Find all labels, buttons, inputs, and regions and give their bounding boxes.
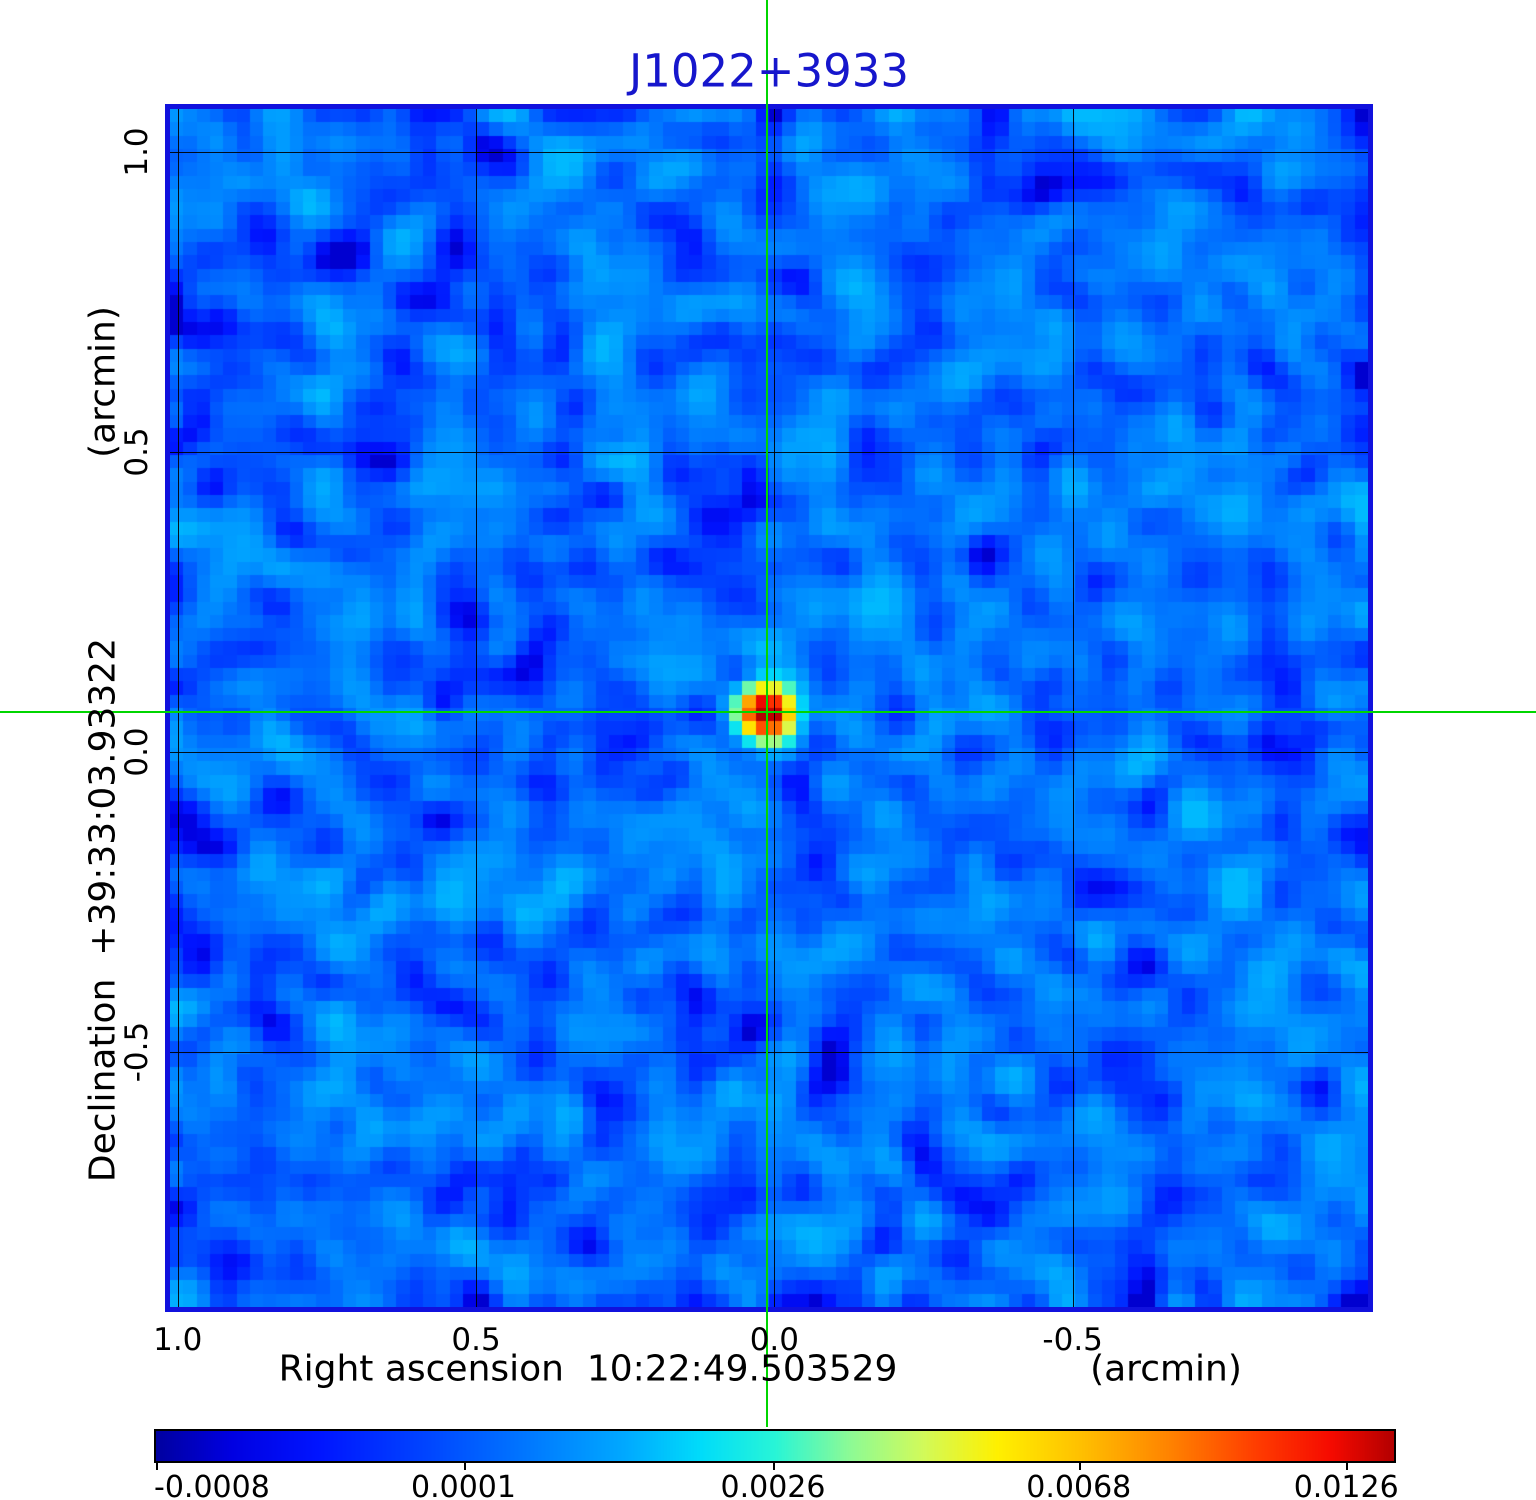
colorbar-tick-label: 0.0068 (1026, 1470, 1132, 1500)
colorbar-tick-label: 0.0026 (720, 1470, 826, 1500)
y-tick-label: 1.0 (119, 127, 155, 177)
colorbar-tick-label: -0.0008 (154, 1470, 270, 1500)
grid-layer (170, 109, 1368, 1307)
sky-map-plot-area (165, 104, 1373, 1312)
x-tick-label: 0.5 (451, 1322, 501, 1358)
grid-line-horizontal (170, 1052, 1368, 1054)
grid-line-vertical (178, 109, 180, 1307)
x-axis-unit-label: (arcmin) (1090, 1348, 1242, 1390)
y-tick-label: 0.0 (119, 727, 155, 777)
figure-title: J1022+3933 (628, 44, 910, 98)
colorbar-tick (1079, 1461, 1081, 1470)
y-tick-label: 0.5 (119, 427, 155, 477)
grid-line-vertical (774, 109, 776, 1307)
x-tick-label: 0.0 (749, 1322, 800, 1358)
grid-line-horizontal (170, 752, 1368, 754)
colorbar-tick (773, 1461, 775, 1470)
colorbar-gradient (154, 1429, 1396, 1463)
x-tick-label: -0.5 (1042, 1322, 1103, 1358)
y-tick-label: -0.5 (119, 1021, 155, 1083)
colorbar-tick-label: 0.0001 (411, 1470, 516, 1500)
x-tick-label: 1.0 (153, 1322, 203, 1358)
grid-line-horizontal (170, 152, 1368, 154)
grid-line-vertical (476, 109, 478, 1307)
colorbar-tick-label: 0.0126 (1293, 1470, 1399, 1500)
crosshair-horizontal-line (0, 711, 1536, 713)
colorbar-tick (156, 1461, 158, 1470)
y-axis-label: Declination +39:33:03.93322 (82, 637, 124, 1183)
grid-line-vertical (1073, 109, 1075, 1307)
colorbar-tick (1346, 1461, 1348, 1470)
y-axis-unit-label: (arcmin) (82, 306, 124, 458)
grid-line-horizontal (170, 452, 1368, 454)
colorbar-tick (464, 1461, 466, 1470)
sky-map-canvas (170, 109, 1368, 1307)
crosshair-vertical-line (766, 0, 768, 1427)
x-axis-label: Right ascension 10:22:49.503529 (278, 1348, 898, 1390)
